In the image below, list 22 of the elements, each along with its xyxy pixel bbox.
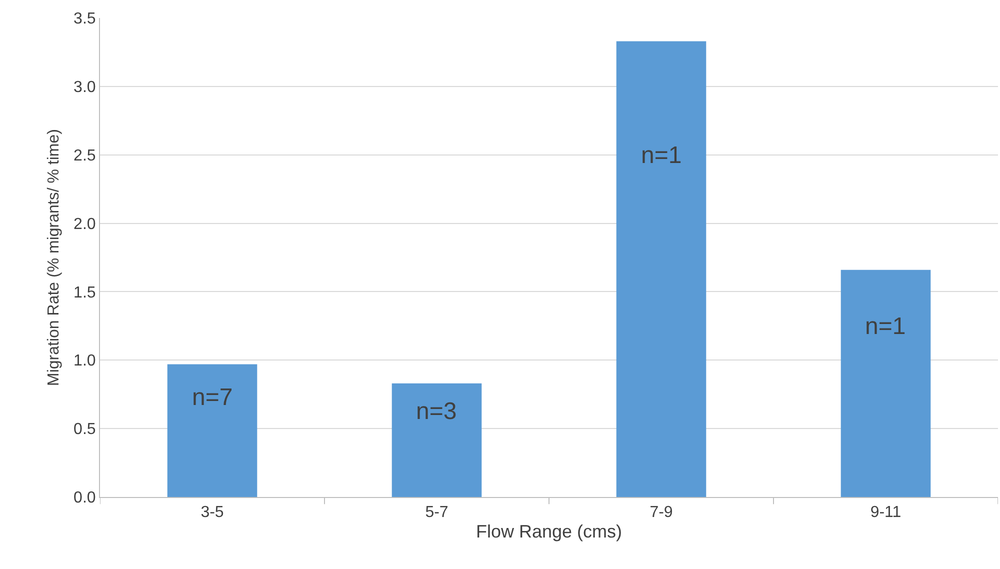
annotation: n=1 — [865, 313, 906, 340]
y-tick-label: 1.0 — [74, 352, 96, 370]
x-tick-label: 9-11 — [870, 504, 902, 522]
bar — [167, 364, 258, 497]
y-tick-label: 3.0 — [74, 79, 96, 96]
y-tick-label: 1.5 — [74, 284, 96, 302]
x-axis-title: Flow Range (cms) — [476, 521, 622, 542]
y-axis-title: Migration Rate (% migrants/ % time) — [45, 129, 62, 386]
annotation: n=3 — [416, 398, 457, 425]
x-tick-label: 3-5 — [200, 504, 224, 522]
bar — [616, 41, 706, 497]
y-tick-label: 0.5 — [74, 421, 96, 438]
y-tick-label: 2.5 — [74, 147, 96, 164]
annotation: n=7 — [192, 384, 233, 411]
y-tick-label: 2.0 — [74, 216, 96, 233]
y-tick-label: 0.0 — [74, 490, 96, 507]
x-tick-label: 5-7 — [425, 504, 448, 522]
annotation: n=1 — [641, 142, 682, 169]
bar — [392, 383, 482, 497]
y-tick-label: 3.5 — [74, 10, 96, 28]
bar — [840, 270, 931, 497]
x-tick-label: 7-9 — [650, 504, 673, 522]
